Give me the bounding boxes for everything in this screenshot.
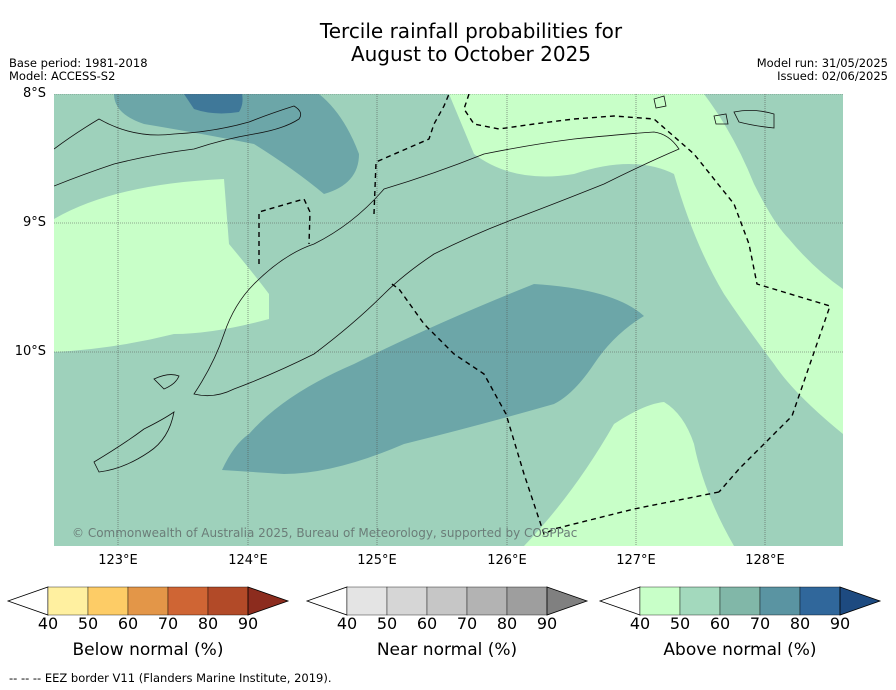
rainfall-probability-map: [54, 94, 843, 546]
issued-text: Issued: 02/06/2025: [777, 69, 888, 83]
colorbar-above-normal: [598, 586, 882, 616]
colorbar-segment: [47, 586, 89, 616]
colorbar-arrow-high: [546, 586, 589, 616]
base-period-text: Base period: 1981-2018: [9, 56, 148, 70]
title-line-1: Tercile rainfall probabilities for: [319, 19, 623, 43]
zone-above-40-50-south: [524, 402, 734, 546]
colorbar-segment: [679, 586, 721, 616]
zone-above-40-50-west: [54, 179, 269, 352]
colorbars: [6, 586, 882, 616]
lon-label-126e: 126°E: [487, 553, 527, 568]
colorbar-segment: [87, 586, 129, 616]
model-text: Model: ACCESS-S2: [9, 69, 116, 83]
copyright-text: © Commonwealth of Australia 2025, Bureau…: [72, 526, 578, 540]
colorbar-segment: [506, 586, 548, 616]
lat-label-9s: 9°S: [22, 215, 46, 230]
colorbar-tick-label: 40: [37, 614, 59, 633]
lon-label-123e: 123°E: [98, 553, 138, 568]
colorbar-segment: [207, 586, 249, 616]
colorbar-arrow-high: [247, 586, 290, 616]
meta-right: Model run: 31/05/2025 Issued: 02/06/2025: [757, 57, 888, 83]
colorbar-tick-label: 80: [496, 614, 518, 633]
colorbar-arrow-low: [305, 586, 348, 616]
colorbar-segment: [386, 586, 428, 616]
lon-label-128e: 128°E: [745, 553, 785, 568]
colorbar-label-above: Above normal (%): [663, 640, 817, 660]
graticule: [54, 94, 843, 546]
colorbar-segment: [639, 586, 681, 616]
lon-label-127e: 127°E: [616, 553, 656, 568]
colorbar-tick-label: 40: [336, 614, 358, 633]
colorbar-tick-label: 50: [669, 614, 691, 633]
colorbar-segment: [799, 586, 841, 616]
colorbar-label-below: Below normal (%): [72, 640, 224, 660]
colorbar-segment: [346, 586, 388, 616]
colorbar-tick-label: 70: [749, 614, 771, 633]
colorbar-arrow-low: [6, 586, 49, 616]
colorbar-segment: [127, 586, 169, 616]
lat-label-10s: 10°S: [14, 344, 46, 359]
eez-legend-text: -- -- -- EEZ border V11 (Flanders Marine…: [9, 671, 332, 685]
eez-border: [258, 94, 831, 535]
zone-above-70-80-patch: [184, 94, 243, 114]
colorbar-segment: [466, 586, 508, 616]
zone-above-60-70-north: [114, 94, 359, 194]
colorbar-tick-label: 80: [789, 614, 811, 633]
coastlines: [54, 95, 775, 473]
lat-label-8s: 8°S: [22, 86, 46, 101]
title-line-2: August to October 2025: [350, 42, 592, 66]
colorbar-tick-label: 90: [829, 614, 851, 633]
map-title: Tercile rainfall probabilities for Augus…: [220, 20, 722, 66]
colorbar-tick-label: 90: [237, 614, 259, 633]
colorbar-arrow-high: [839, 586, 882, 616]
colorbar-segment: [759, 586, 801, 616]
lon-label-125e: 125°E: [357, 553, 397, 568]
colorbar-tick-label: 40: [629, 614, 651, 633]
zone-above-60-70-central: [222, 284, 644, 474]
colorbar-segment: [426, 586, 468, 616]
colorbar-tick-label: 50: [77, 614, 99, 633]
colorbar-below-normal: [6, 586, 290, 616]
zone-above-40-50-east: [449, 94, 843, 434]
colorbar-tick-label: 50: [376, 614, 398, 633]
colorbar-arrow-low: [598, 586, 641, 616]
colorbar-tick-label: 60: [416, 614, 438, 633]
colorbar-segment: [167, 586, 209, 616]
colorbar-near-normal: [305, 586, 589, 616]
colorbar-tick-label: 90: [536, 614, 558, 633]
meta-left: Base period: 1981-2018 Model: ACCESS-S2: [9, 57, 148, 83]
colorbar-tick-label: 80: [197, 614, 219, 633]
colorbar-label-near: Near normal (%): [376, 640, 518, 660]
colorbar-tick-label: 70: [456, 614, 478, 633]
colorbar-segment: [719, 586, 761, 616]
colorbar-tick-label: 60: [709, 614, 731, 633]
model-run-text: Model run: 31/05/2025: [756, 56, 888, 70]
colorbar-tick-label: 60: [117, 614, 139, 633]
lon-label-124e: 124°E: [228, 553, 268, 568]
colorbar-tick-label: 70: [157, 614, 179, 633]
